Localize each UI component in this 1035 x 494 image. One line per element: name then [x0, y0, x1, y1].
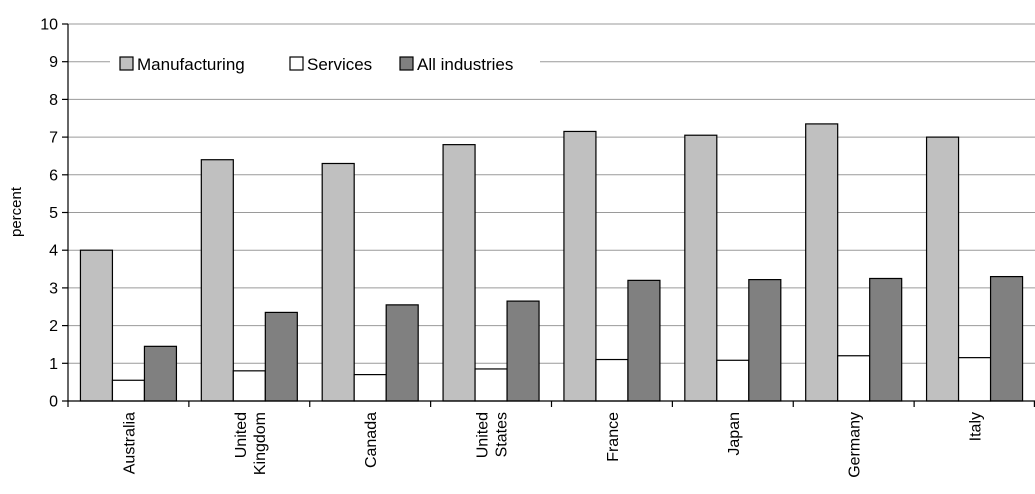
category-label-line: United	[475, 412, 492, 458]
bar-all-industries	[506, 300, 540, 402]
category-label-line: Kingdom	[252, 412, 269, 475]
category-label: Japan	[726, 412, 743, 456]
bar-manufacturing	[684, 134, 718, 402]
bar-all-industries	[627, 279, 661, 402]
y-tick-label: 5	[49, 205, 58, 222]
y-axis-label: percent	[8, 186, 25, 237]
y-tick-label: 7	[49, 130, 58, 147]
legend: Manufacturing Services All industries	[110, 53, 540, 75]
y-tick-label: 0	[49, 394, 58, 411]
bar-services	[837, 355, 871, 402]
bar-manufacturing	[200, 159, 234, 402]
y-tick-label: 9	[49, 54, 58, 71]
legend-swatch	[289, 56, 304, 71]
category-label-line: Italy	[968, 412, 985, 441]
bar-services	[232, 370, 266, 402]
bar-all-industries	[748, 279, 782, 402]
legend-label: Services	[307, 55, 372, 74]
y-tick-label: 2	[49, 318, 58, 335]
category-label-line: Australia	[121, 412, 138, 474]
legend-swatch	[399, 56, 414, 71]
category-label: Australia	[121, 412, 138, 474]
legend-swatch	[119, 56, 134, 71]
bar-services	[353, 374, 387, 402]
bars	[79, 123, 1024, 402]
category-label: United States	[475, 412, 511, 458]
category-label-line: United	[233, 412, 250, 458]
category-label-line: Germany	[847, 412, 864, 478]
bar-all-industries	[264, 311, 298, 402]
category-label: France	[605, 412, 622, 462]
bar-manufacturing	[442, 144, 476, 402]
bar-services	[595, 358, 629, 402]
bar-services	[716, 359, 750, 402]
bar-all-industries	[385, 304, 419, 402]
legend-label: All industries	[417, 55, 513, 74]
bar-manufacturing	[805, 123, 839, 402]
category-label-line: France	[605, 412, 622, 462]
y-tick-label: 6	[49, 167, 58, 184]
y-tick-label: 3	[49, 280, 58, 297]
y-tick-label: 10	[40, 17, 58, 34]
legend-background	[110, 53, 540, 75]
bar-all-industries	[869, 277, 903, 402]
category-label: United Kingdom	[233, 412, 269, 475]
bar-all-industries	[143, 345, 178, 402]
category-label-line: Japan	[726, 412, 743, 456]
y-tick-label: 4	[49, 243, 58, 260]
bar-manufacturing	[321, 162, 355, 402]
category-label: Germany	[847, 412, 864, 478]
bar-manufacturing	[925, 136, 960, 402]
bar-manufacturing	[563, 130, 597, 402]
category-label: Italy	[968, 412, 985, 441]
bar-manufacturing	[79, 249, 114, 402]
category-label: Canada	[363, 412, 380, 468]
bar-services	[111, 379, 146, 402]
y-tick-label: 8	[49, 92, 58, 109]
bar-services	[957, 357, 992, 402]
category-label-line: Canada	[363, 412, 380, 468]
category-label-line: States	[494, 412, 511, 457]
bar-all-industries	[989, 275, 1024, 402]
y-tick-labels: 0 1 2 3 4 5 6 7 8 9 10	[40, 17, 68, 411]
legend-label: Manufacturing	[137, 55, 245, 74]
bar-services	[474, 368, 508, 402]
y-tick-label: 1	[49, 356, 58, 373]
category-labels: Australia United Kingdom Canada United States…	[121, 412, 984, 478]
